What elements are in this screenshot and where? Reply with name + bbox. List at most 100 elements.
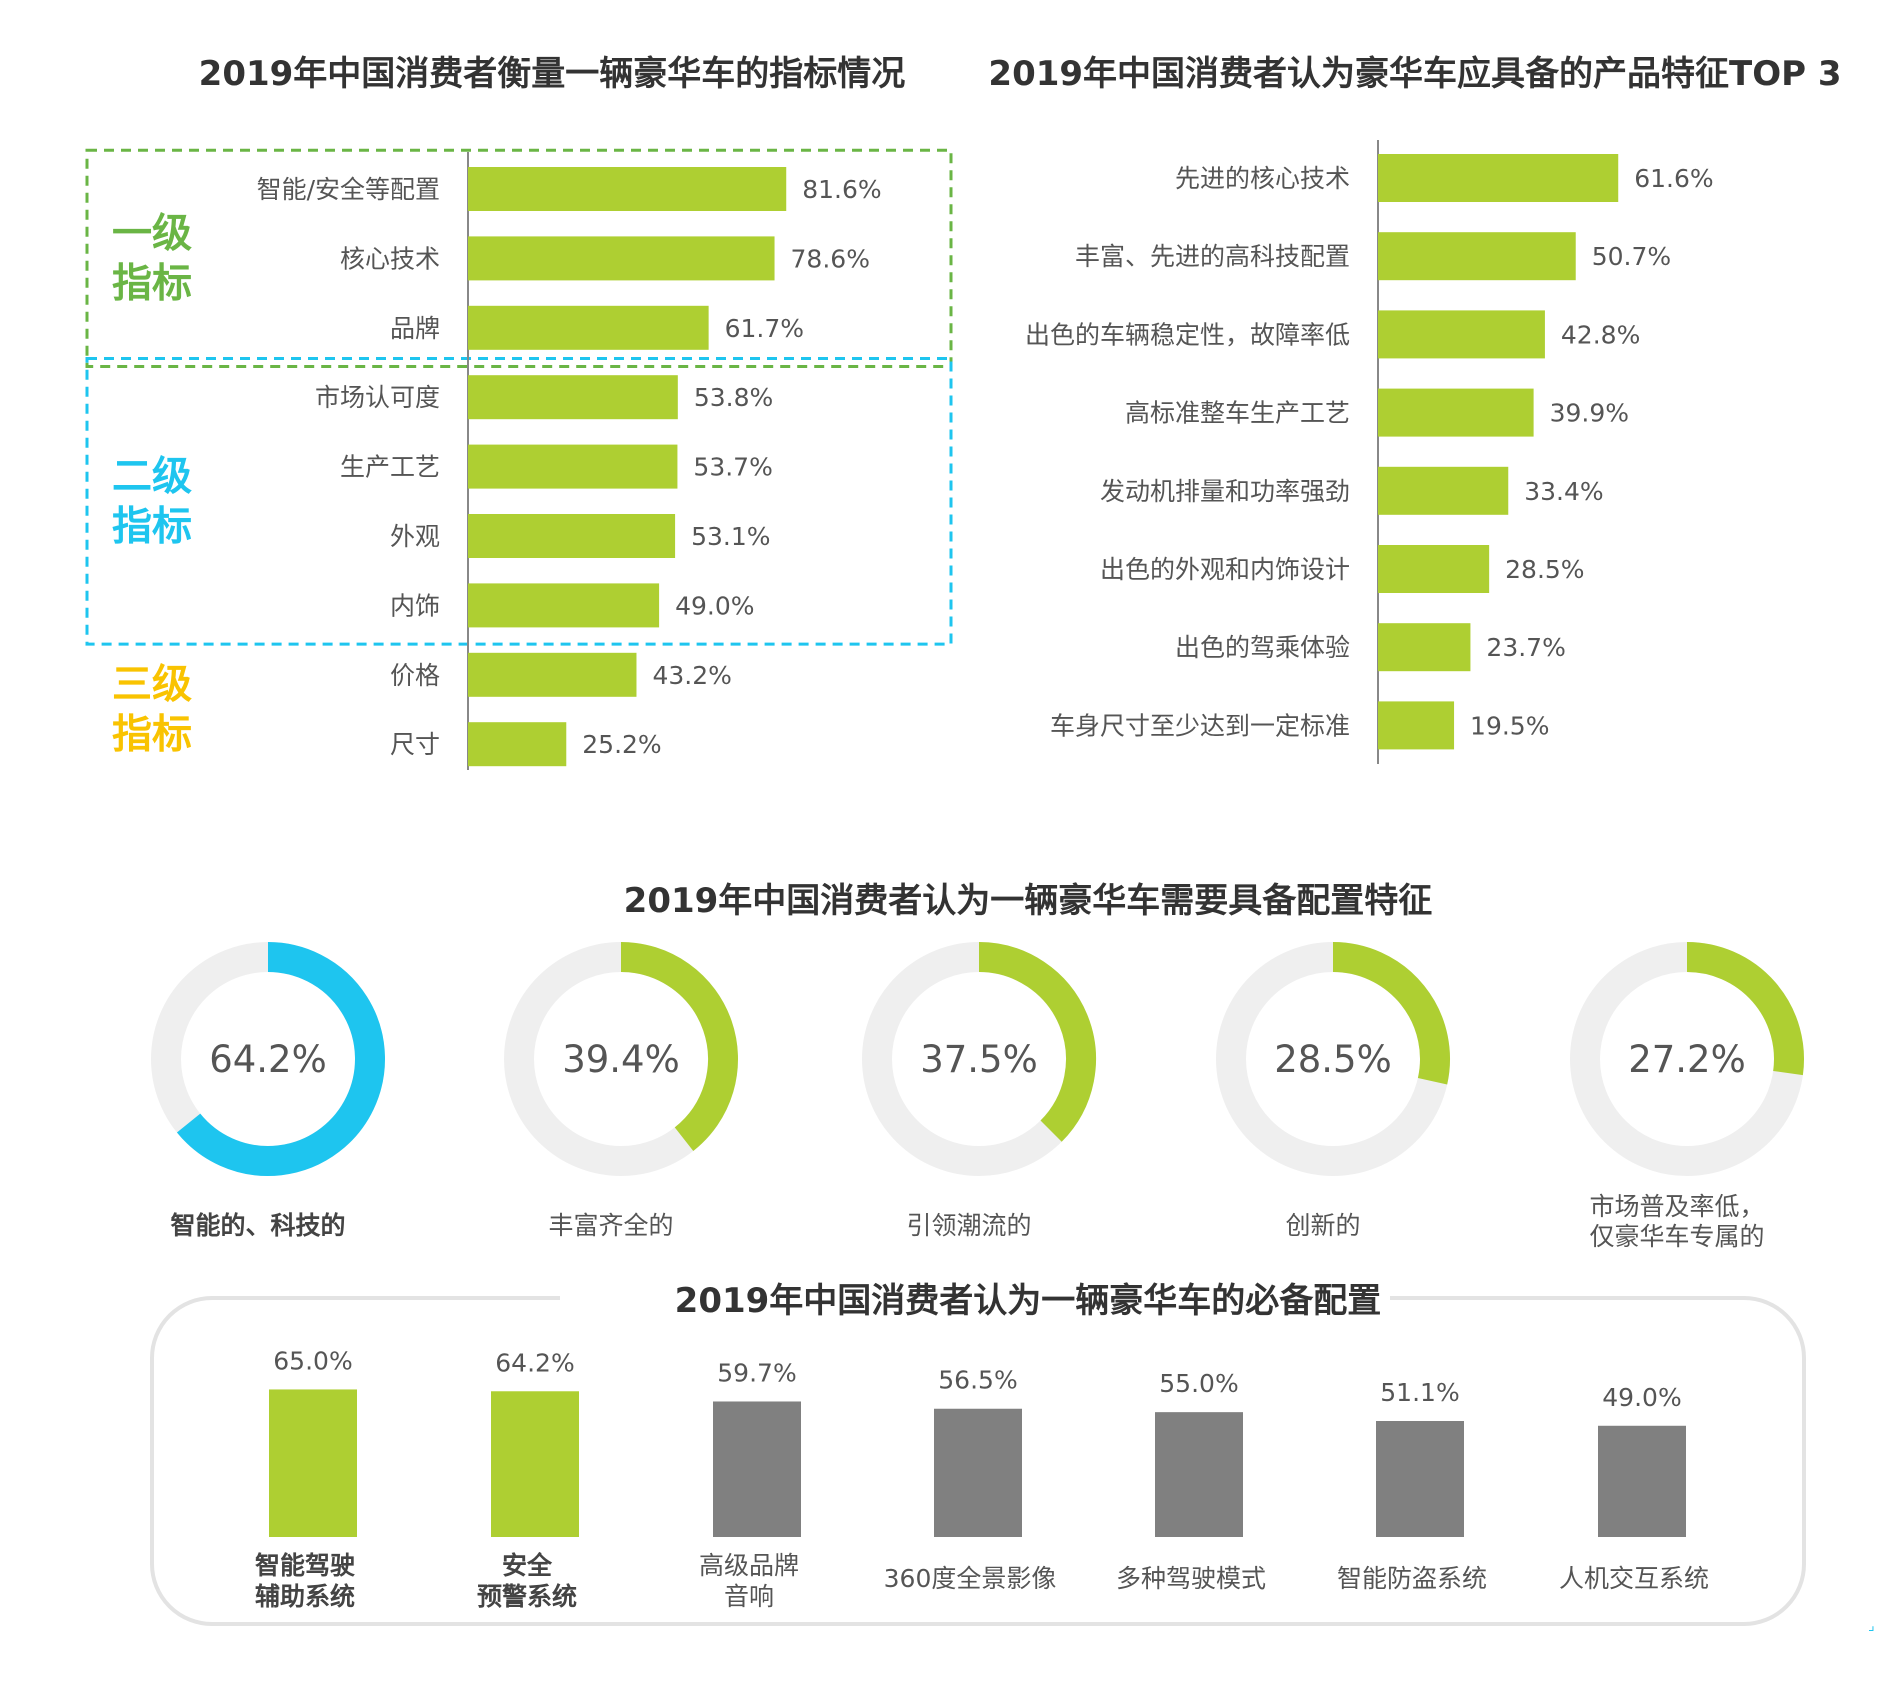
category-label: 预警系统 [477,1582,577,1611]
chart-title-features-top3: 2019年中国消费者认为豪华车应具备的产品特征TOP 3 [988,54,1841,94]
group-frame [85,148,953,368]
bar [468,722,567,767]
data-label: 78.6% [791,244,870,273]
bar [1376,1421,1464,1537]
group-label: 一级 [112,210,192,256]
bar [1378,154,1619,202]
chart-title-config-features: 2019年中国消费者认为一辆豪华车需要具备配置特征 [624,881,1433,921]
data-label: 53.7% [693,453,772,482]
data-label: 19.5% [1470,711,1549,740]
donut-label: 市场普及率低， [1589,1192,1764,1221]
bar [491,1391,579,1537]
donut-arc [978,942,1096,1142]
donut-value: 37.5% [920,1038,1038,1081]
category-label: 车身尺寸至少达到一定标准 [1050,711,1350,740]
data-label: 50.7% [1592,242,1671,271]
category-label: 市场认可度 [315,383,440,412]
donut-value: 28.5% [1274,1038,1392,1081]
bar [1598,1425,1686,1537]
data-label: 39.9% [1550,399,1629,428]
data-label: 55.0% [1159,1369,1238,1398]
category-label: 辅助系统 [255,1582,355,1611]
donut-value: 39.4% [562,1038,680,1081]
data-label: 81.6% [802,175,881,204]
category-label: 音响 [724,1582,774,1611]
bar [468,583,660,628]
category-label: 丰富、先进的高科技配置 [1075,242,1350,271]
category-label: 人机交互系统 [1559,1564,1709,1593]
bar [1155,1412,1243,1537]
chart-title-must-have: 2019年中国消费者认为一辆豪华车的必备配置 [675,1281,1382,1321]
category-label: 智能/安全等配置 [257,175,440,204]
donut-value: 64.2% [209,1038,327,1081]
data-label: 23.7% [1486,633,1565,662]
bar [269,1389,357,1537]
bar [468,305,709,350]
category-label: 外观 [390,522,440,551]
bar [1378,388,1534,437]
data-label: 64.2% [495,1348,574,1377]
data-label: 65.0% [273,1346,352,1375]
data-label: 61.7% [725,314,804,343]
bar [1378,310,1545,359]
data-label: 53.1% [691,522,770,551]
data-label: 33.4% [1524,477,1603,506]
category-label: 尺寸 [390,730,440,759]
category-label: 智能驾驶 [255,1551,355,1580]
bar [468,236,775,281]
category-label: 发动机排量和功率强劲 [1100,477,1350,506]
category-label: 内饰 [390,591,440,620]
chart-title-indicators: 2019年中国消费者衡量一辆豪华车的指标情况 [199,54,906,94]
data-label: 42.8% [1561,320,1640,349]
data-label: 56.5% [938,1366,1017,1395]
category-label: 价格 [390,661,440,690]
bar [1378,623,1471,672]
donut-label: 仅豪华车专属的 [1589,1222,1764,1251]
chart-features-top3: 先进的核心技术 61.6% 丰富、先进的高科技配置 50.7% 出色的车辆稳定性，故障率… [1025,140,1714,764]
bar [468,514,676,558]
donut-label: 引领潮流的 [906,1211,1031,1240]
category-label: 品牌 [390,314,440,343]
category-label: 高级品牌 [699,1551,799,1580]
donut-arc [176,942,385,1176]
group-label: 二级 [112,453,192,499]
bar [713,1401,801,1537]
data-label: 51.1% [1380,1378,1459,1407]
category-label: 多种驾驶模式 [1116,1564,1266,1593]
chart-config-features: 64.2% 智能的、科技的 39.4% 丰富齐全的 37.5% 引领潮流的 28.5% 创新的… [151,942,1804,1251]
donut-arc [1332,942,1450,1085]
data-label: 28.5% [1505,555,1584,584]
bar [1378,545,1490,593]
category-label: 生产工艺 [340,453,440,482]
data-label: 49.0% [1602,1383,1681,1412]
bar [468,375,678,420]
group-label: 指标 [112,712,192,758]
must-have-title-backdrop [560,1282,1390,1316]
category-label: 高标准整车生产工艺 [1125,399,1350,428]
donut-label: 丰富齐全的 [548,1211,673,1240]
bar [1378,466,1509,515]
category-label: 出色的外观和内饰设计 [1100,555,1350,584]
donut-arc [620,942,738,1151]
group-label: 指标 [112,260,192,306]
donut-label: 智能的、科技的 [170,1211,345,1240]
group-label: 指标 [112,503,192,549]
data-label: 25.2% [582,730,661,759]
bar [1378,701,1455,750]
category-label: 智能防盗系统 [1337,1564,1487,1593]
bar [468,167,787,211]
data-label: 53.8% [694,383,773,412]
corner-mark: ⌟ [1868,1618,1875,1634]
data-label: 49.0% [675,591,754,620]
bar [468,444,678,489]
data-label: 61.6% [1634,164,1713,193]
category-label: 出色的驾乘体验 [1175,633,1350,662]
bar [1378,232,1576,281]
bar [468,652,637,697]
category-label: 核心技术 [340,244,440,273]
bar [934,1408,1022,1537]
donut-value: 27.2% [1628,1038,1746,1081]
